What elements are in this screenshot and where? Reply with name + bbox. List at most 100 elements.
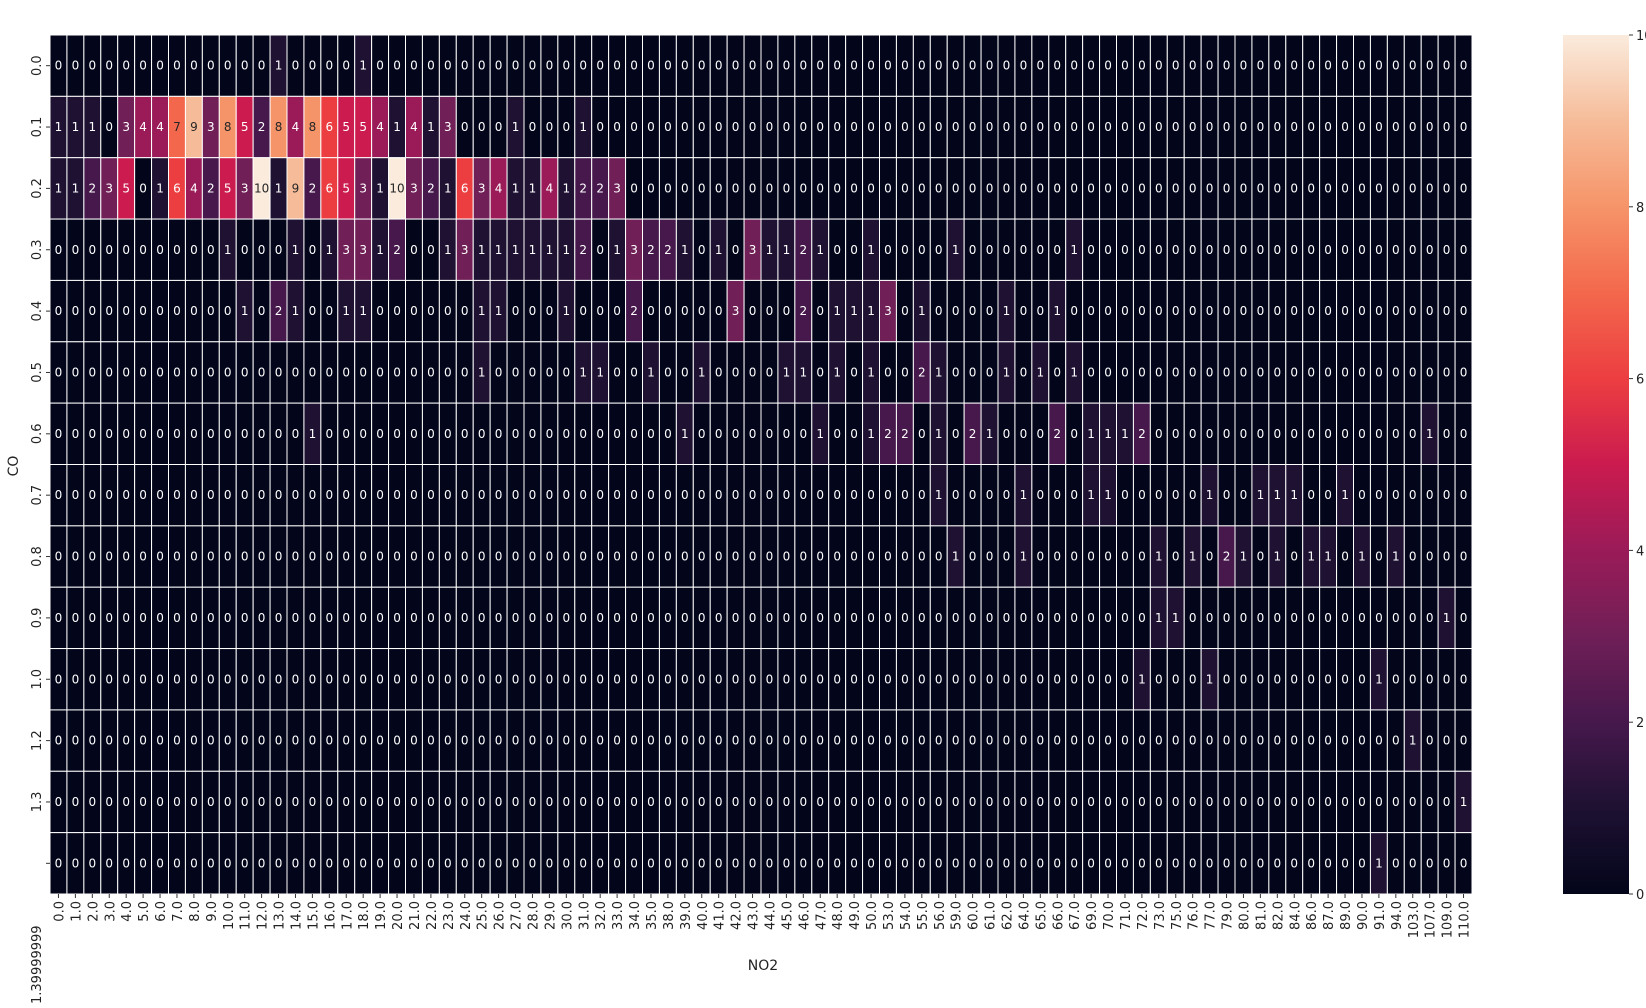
cell-value-label: 3: [613, 181, 621, 195]
cell-value-label: 0: [1020, 427, 1028, 441]
cell-value-label: 0: [72, 427, 80, 441]
cell-value-label: 1: [1070, 365, 1078, 379]
cell-value-label: 0: [224, 488, 232, 502]
cell-value-label: 0: [1375, 365, 1383, 379]
cell-value-label: 0: [376, 672, 384, 686]
cell-value-label: 0: [1036, 795, 1044, 809]
cell-value-label: 1: [478, 365, 486, 379]
cell-value-label: 5: [241, 120, 249, 134]
cell-value-label: 0: [512, 488, 520, 502]
cell-value-label: 0: [1443, 488, 1451, 502]
cell-value-label: 0: [596, 795, 604, 809]
cell-value-label: 0: [410, 427, 418, 441]
cell-value-label: 0: [139, 365, 147, 379]
cell-value-label: 0: [1223, 734, 1231, 748]
cell-value-label: 0: [88, 734, 96, 748]
cell-value-label: 0: [495, 795, 503, 809]
cell-value-label: 0: [918, 59, 926, 73]
cell-value-label: 0: [1087, 59, 1095, 73]
cell-value-label: 0: [698, 795, 706, 809]
cell-value-label: 0: [969, 550, 977, 564]
cell-value-label: 0: [478, 856, 486, 870]
cell-value-label: 0: [1189, 672, 1197, 686]
cell-value-label: 0: [444, 856, 452, 870]
cell-value-label: 0: [1307, 304, 1315, 318]
cell-value-label: 0: [207, 488, 215, 502]
cell-value-label: 0: [986, 181, 994, 195]
cell-value-label: 0: [1307, 243, 1315, 257]
cell-value-label: 0: [444, 550, 452, 564]
cell-value-label: 0: [1240, 856, 1248, 870]
cell-value-label: 1: [224, 243, 232, 257]
cell-value-label: 1: [1307, 550, 1315, 564]
cell-value-label: 0: [207, 243, 215, 257]
cell-value-label: 0: [1358, 856, 1366, 870]
cell-value-label: 0: [207, 304, 215, 318]
cell-value-label: 5: [342, 181, 350, 195]
cell-value-label: 0: [732, 856, 740, 870]
cell-value-label: 2: [1223, 550, 1231, 564]
cell-value-label: 0: [1409, 550, 1417, 564]
cell-value-label: 0: [275, 365, 283, 379]
cell-value-label: 0: [1036, 856, 1044, 870]
cell-value-label: 0: [1121, 120, 1129, 134]
cell-value-label: 0: [1003, 550, 1011, 564]
cell-value-label: 0: [461, 611, 469, 625]
cell-value-label: 0: [783, 550, 791, 564]
cell-value-label: 1: [1341, 488, 1349, 502]
cell-value-label: 0: [749, 488, 757, 502]
x-tick-label: 70.0: [1102, 901, 1117, 930]
cell-value-label: 0: [478, 488, 486, 502]
cell-value-label: 0: [224, 304, 232, 318]
cell-value-label: 3: [359, 181, 367, 195]
cell-value-label: 0: [749, 427, 757, 441]
cell-value-label: 0: [630, 856, 638, 870]
cell-value-label: 0: [952, 304, 960, 318]
cell-value-label: 0: [1189, 304, 1197, 318]
cell-value-label: 0: [1460, 856, 1468, 870]
cell-value-label: 0: [156, 672, 164, 686]
cell-value-label: 0: [342, 795, 350, 809]
x-tick-label: 8.0: [188, 901, 203, 922]
cell-value-label: 3: [749, 243, 757, 257]
cell-value-label: 0: [1053, 734, 1061, 748]
x-tick-label: 40.0: [696, 901, 711, 930]
cell-value-label: 0: [1172, 672, 1180, 686]
colorbar-tick-label: 8: [1636, 201, 1644, 216]
x-tick-label: 1.0: [69, 901, 84, 922]
cell-value-label: 0: [241, 59, 249, 73]
cell-value-label: 0: [1426, 59, 1434, 73]
cell-value-label: 1: [529, 243, 537, 257]
cell-value-label: 0: [901, 488, 909, 502]
y-axis-ticks: 0.0 0.1 0.2 0.3 0.4 0.5 0.6 0.7 0.8 0.9 1.0 1.2 1.3 1…: [30, 55, 50, 1004]
cell-value-label: 0: [1409, 59, 1417, 73]
cell-value-label: 1: [833, 304, 841, 318]
cell-value-label: 0: [867, 856, 875, 870]
cell-value-label: 0: [342, 59, 350, 73]
cell-value-label: 0: [1189, 243, 1197, 257]
cell-value-label: 0: [850, 365, 858, 379]
cell-value-label: 0: [410, 672, 418, 686]
cell-value-label: 0: [393, 734, 401, 748]
cell-value-label: 0: [359, 427, 367, 441]
cell-value-label: 0: [918, 427, 926, 441]
cell-value-label: 0: [156, 611, 164, 625]
cell-value-label: 0: [783, 488, 791, 502]
cell-value-label: 0: [529, 672, 537, 686]
cell-value-label: 0: [698, 550, 706, 564]
cell-value-label: 0: [749, 795, 757, 809]
cell-value-label: 0: [799, 488, 807, 502]
cell-value-label: 0: [105, 488, 113, 502]
x-tick-label: 45.0: [780, 901, 795, 930]
cell-value-label: 1: [1257, 488, 1265, 502]
cell-value-label: 0: [309, 488, 317, 502]
cell-value-label: 0: [224, 795, 232, 809]
cell-value-label: 0: [190, 304, 198, 318]
cell-value-label: 0: [732, 488, 740, 502]
cell-value-label: 0: [1189, 59, 1197, 73]
cell-value-label: 2: [579, 243, 587, 257]
cell-value-label: 0: [207, 795, 215, 809]
cell-value-label: 0: [1443, 672, 1451, 686]
cell-value-label: 0: [72, 795, 80, 809]
cell-value-label: 0: [1121, 59, 1129, 73]
